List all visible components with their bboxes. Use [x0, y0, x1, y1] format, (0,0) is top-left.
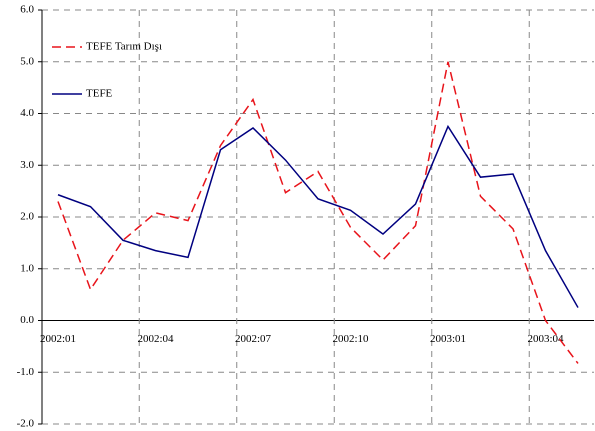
legend-label: TEFE [86, 88, 113, 100]
x-tick-label: 2003:01 [430, 333, 466, 345]
y-tick-label: 0.0 [20, 314, 34, 326]
y-tick-label: 2.0 [20, 211, 34, 223]
x-tick-label: 2002:07 [235, 333, 272, 345]
legend-label: TEFE Tarım Dışı [86, 41, 162, 53]
y-tick-label: 6.0 [20, 4, 34, 16]
y-tick-label: 1.0 [20, 262, 34, 274]
y-tick-label: -2.0 [17, 418, 35, 430]
x-tick-label: 2002:01 [40, 333, 76, 345]
x-tick-label: 2002:10 [332, 333, 369, 345]
series-line [57, 124, 579, 308]
y-tick-label: 4.0 [20, 107, 34, 119]
x-tick-label: 2002:04 [137, 333, 174, 345]
x-tick-label: 2003:04 [527, 333, 564, 345]
y-tick-label: 3.0 [20, 159, 34, 171]
series-line [57, 61, 579, 364]
y-tick-label: 5.0 [20, 55, 34, 67]
y-tick-label: -1.0 [17, 366, 35, 378]
